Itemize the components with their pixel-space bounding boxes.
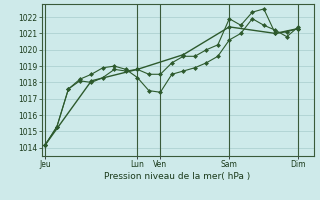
X-axis label: Pression niveau de la mer( hPa ): Pression niveau de la mer( hPa ) <box>104 172 251 181</box>
